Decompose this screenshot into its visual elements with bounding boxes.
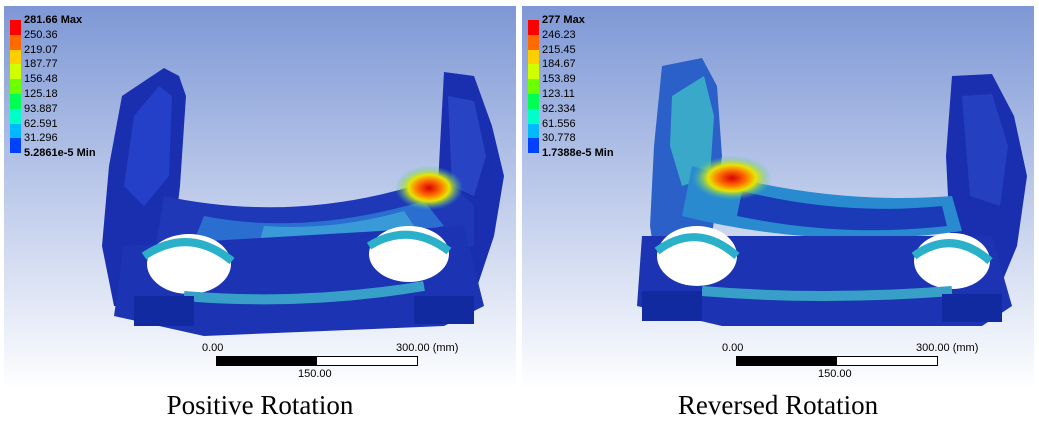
- legend-swatch: [10, 123, 21, 139]
- legend-swatch: [10, 64, 21, 80]
- legend-swatch: [10, 49, 21, 65]
- caption-reversed-rotation: Reversed Rotation: [677, 390, 879, 420]
- max-stress-hotspot: [692, 156, 772, 200]
- result-panel-positive: 281.66 Max 250.36 219.07 187.77 156.48 1…: [4, 6, 516, 390]
- max-stress-hotspot: [395, 166, 463, 210]
- scale-start-label: 0.00: [722, 342, 744, 354]
- legend-level-label: 184.67: [542, 58, 576, 71]
- legend-level-label: 125.18: [24, 88, 58, 100]
- bracket-model: [102, 68, 504, 336]
- stress-contour-plot: [522, 6, 1034, 390]
- scale-mid-label: 150.00: [818, 368, 852, 380]
- bracket-model: [637, 58, 1027, 326]
- legend-level-label: 215.45: [542, 43, 576, 56]
- legend-level-label: 153.89: [542, 73, 576, 86]
- legend-level-label: 62.591: [24, 117, 58, 130]
- legend-swatch: [10, 138, 21, 154]
- legend-swatch: [528, 20, 539, 35]
- scale-bar-dark: [216, 356, 316, 366]
- scale-bar-light: [836, 356, 938, 366]
- legend-min-label: 1.7388e-5 Min: [542, 147, 614, 160]
- scale-end-label: 300.00 (mm): [396, 342, 459, 354]
- legend-swatch: [528, 49, 539, 65]
- stress-contour-plot: [4, 6, 516, 390]
- scale-start-label: 0.00: [202, 342, 224, 354]
- legend-swatch: [10, 79, 21, 94]
- legend-max-label: 277 Max: [542, 14, 585, 26]
- legend-min-label: 5.2861e-5 Min: [24, 147, 96, 160]
- legend-level-label: 31.296: [24, 132, 58, 145]
- legend-level-label: 156.48: [24, 73, 58, 86]
- scale-bar-dark: [736, 356, 836, 366]
- legend-level-label: 219.07: [24, 43, 58, 56]
- legend-max-label: 281.66 Max: [24, 14, 83, 26]
- legend-swatch: [528, 64, 539, 80]
- legend-level-label: 92.334: [542, 102, 576, 115]
- legend-level-label: 61.556: [542, 117, 576, 130]
- legend-swatch: [10, 34, 21, 50]
- scale-mid-label: 150.00: [298, 368, 332, 380]
- legend-swatch: [528, 94, 539, 109]
- result-panel-reversed: 277 Max 246.23 215.45 184.67 153.89 123.…: [522, 6, 1034, 390]
- legend-level-label: 30.778: [542, 132, 576, 145]
- caption-positive-rotation: Positive Rotation: [166, 390, 354, 420]
- legend-swatch: [10, 94, 21, 109]
- legend-swatch: [528, 108, 539, 124]
- legend-swatch: [528, 123, 539, 139]
- legend-swatch: [10, 108, 21, 124]
- legend-swatch: [10, 20, 21, 35]
- legend-level-label: 123.11: [542, 88, 575, 100]
- legend-swatch: [528, 79, 539, 94]
- legend-level-label: 250.36: [24, 28, 58, 41]
- legend-swatch: [528, 138, 539, 154]
- legend-swatch: [528, 34, 539, 50]
- scale-bar-light: [316, 356, 418, 366]
- legend-level-label: 93.887: [24, 102, 58, 115]
- legend-level-label: 246.23: [542, 28, 576, 41]
- legend-level-label: 187.77: [24, 58, 58, 71]
- scale-end-label: 300.00 (mm): [916, 342, 979, 354]
